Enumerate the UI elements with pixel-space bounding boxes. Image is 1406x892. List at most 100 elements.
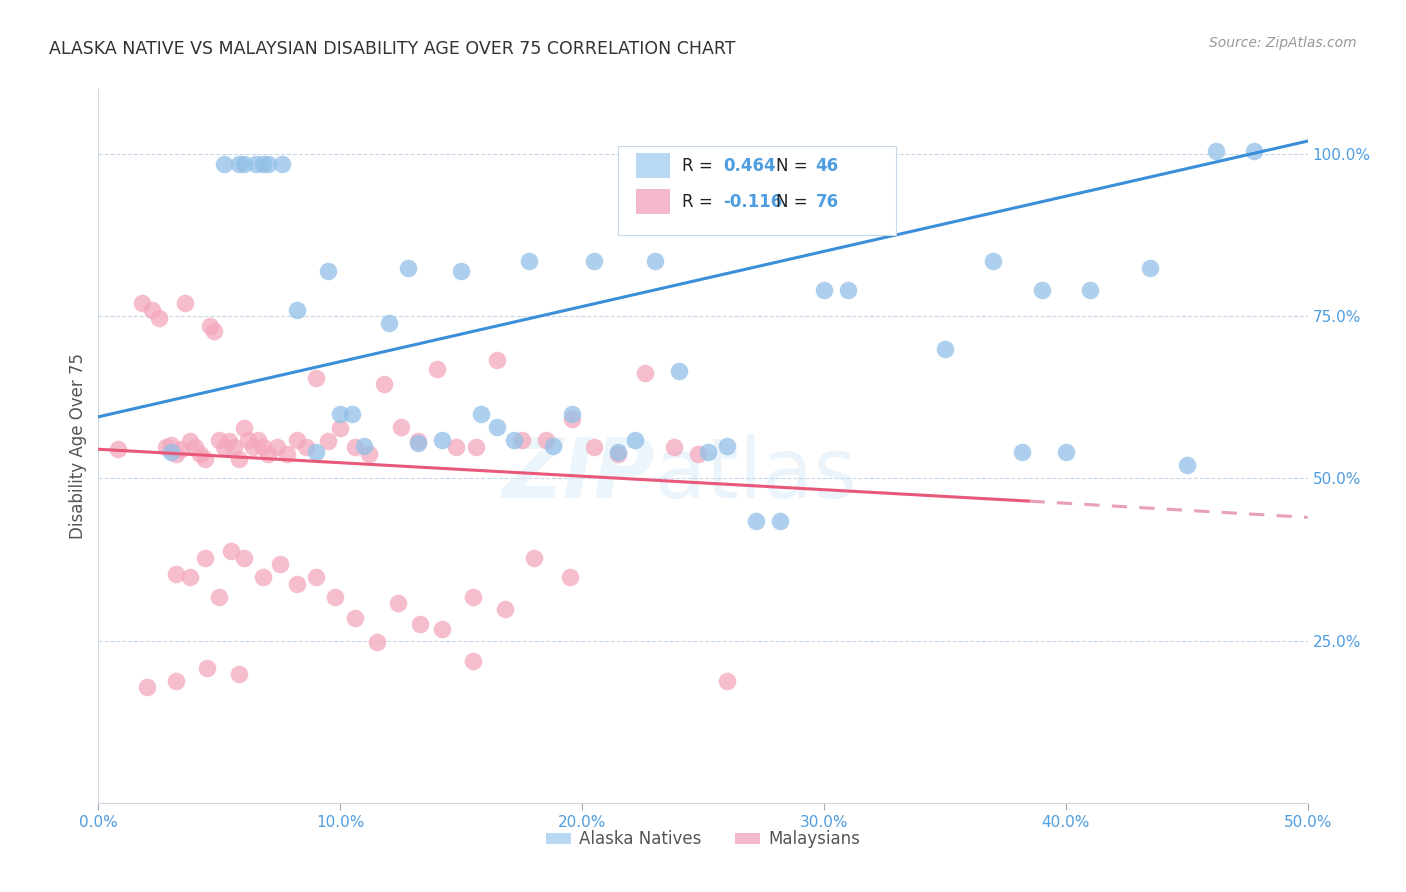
Text: R =: R = [682,157,713,175]
Point [1078,283,1101,297]
Point [222,440,245,454]
Point [212,440,235,454]
Point [195,661,218,675]
Point [450,264,472,278]
Point [285,302,308,317]
Point [373,377,395,392]
Point [607,445,630,459]
Point [179,570,201,584]
Text: ALASKA NATIVE VS MALAYSIAN DISABILITY AGE OVER 75 CORRELATION CHART: ALASKA NATIVE VS MALAYSIAN DISABILITY AG… [49,40,735,58]
Point [247,433,270,447]
Text: 46: 46 [815,157,838,175]
Point [316,434,339,448]
Point [252,157,274,171]
Point [517,254,540,268]
Point [194,452,217,467]
Point [561,411,583,425]
Point [184,440,207,454]
Point [583,440,606,454]
Point [165,673,187,688]
Point [188,447,211,461]
Point [256,447,278,461]
Point [232,421,254,435]
Point [155,440,177,454]
Point [131,296,153,310]
Point [366,635,388,649]
Point [396,260,419,275]
Point [583,254,606,268]
Point [430,433,453,447]
Point [769,514,792,528]
Point [1139,260,1161,275]
Point [212,157,235,171]
Point [266,440,288,454]
Point [276,447,298,461]
Point [486,419,509,434]
Point [343,611,366,625]
Point [252,570,274,584]
Point [934,342,956,356]
Point [228,157,250,171]
Point [409,617,432,632]
Legend: Alaska Natives, Malaysians: Alaska Natives, Malaysians [540,824,866,855]
Point [316,264,339,278]
Point [343,440,366,454]
Point [745,514,768,528]
Point [406,434,429,448]
Point [342,407,364,421]
Point [716,439,738,453]
Point [463,654,485,668]
Text: R =: R = [682,193,713,211]
Point [228,667,250,681]
Point [329,421,352,435]
Text: N =: N = [776,157,807,175]
FancyBboxPatch shape [637,189,671,214]
Point [271,157,294,171]
Point [494,602,516,616]
Point [107,442,129,457]
Point [558,570,581,584]
Point [426,362,449,376]
Point [269,557,291,571]
Point [305,371,328,385]
Point [198,318,221,333]
Point [208,590,231,604]
Point [1205,144,1227,158]
Point [1243,144,1265,158]
Point [644,254,666,268]
Point [470,407,492,421]
Text: 0.464: 0.464 [724,157,776,175]
Point [238,433,260,447]
Point [353,439,375,453]
Point [1031,283,1053,297]
Text: 76: 76 [815,193,838,211]
Point [389,419,412,434]
Point [716,673,738,688]
Point [430,622,453,636]
Point [607,447,630,461]
FancyBboxPatch shape [619,146,897,235]
Point [169,442,191,457]
Point [256,157,278,171]
Point [387,596,409,610]
Point [1175,458,1198,473]
Point [221,544,243,558]
Point [696,445,718,459]
Point [160,445,183,459]
Point [208,433,231,447]
Point [359,447,381,461]
Point [165,567,187,582]
Point [232,550,254,565]
Text: atlas: atlas [655,434,856,515]
Point [406,435,429,450]
Point [325,590,347,604]
Text: Source: ZipAtlas.com: Source: ZipAtlas.com [1209,36,1357,50]
Point [204,324,226,338]
Point [634,367,657,381]
Point [446,440,468,454]
Y-axis label: Disability Age Over 75: Disability Age Over 75 [69,353,87,539]
Point [165,447,187,461]
Point [688,447,710,461]
Point [624,433,647,447]
Point [837,283,859,297]
